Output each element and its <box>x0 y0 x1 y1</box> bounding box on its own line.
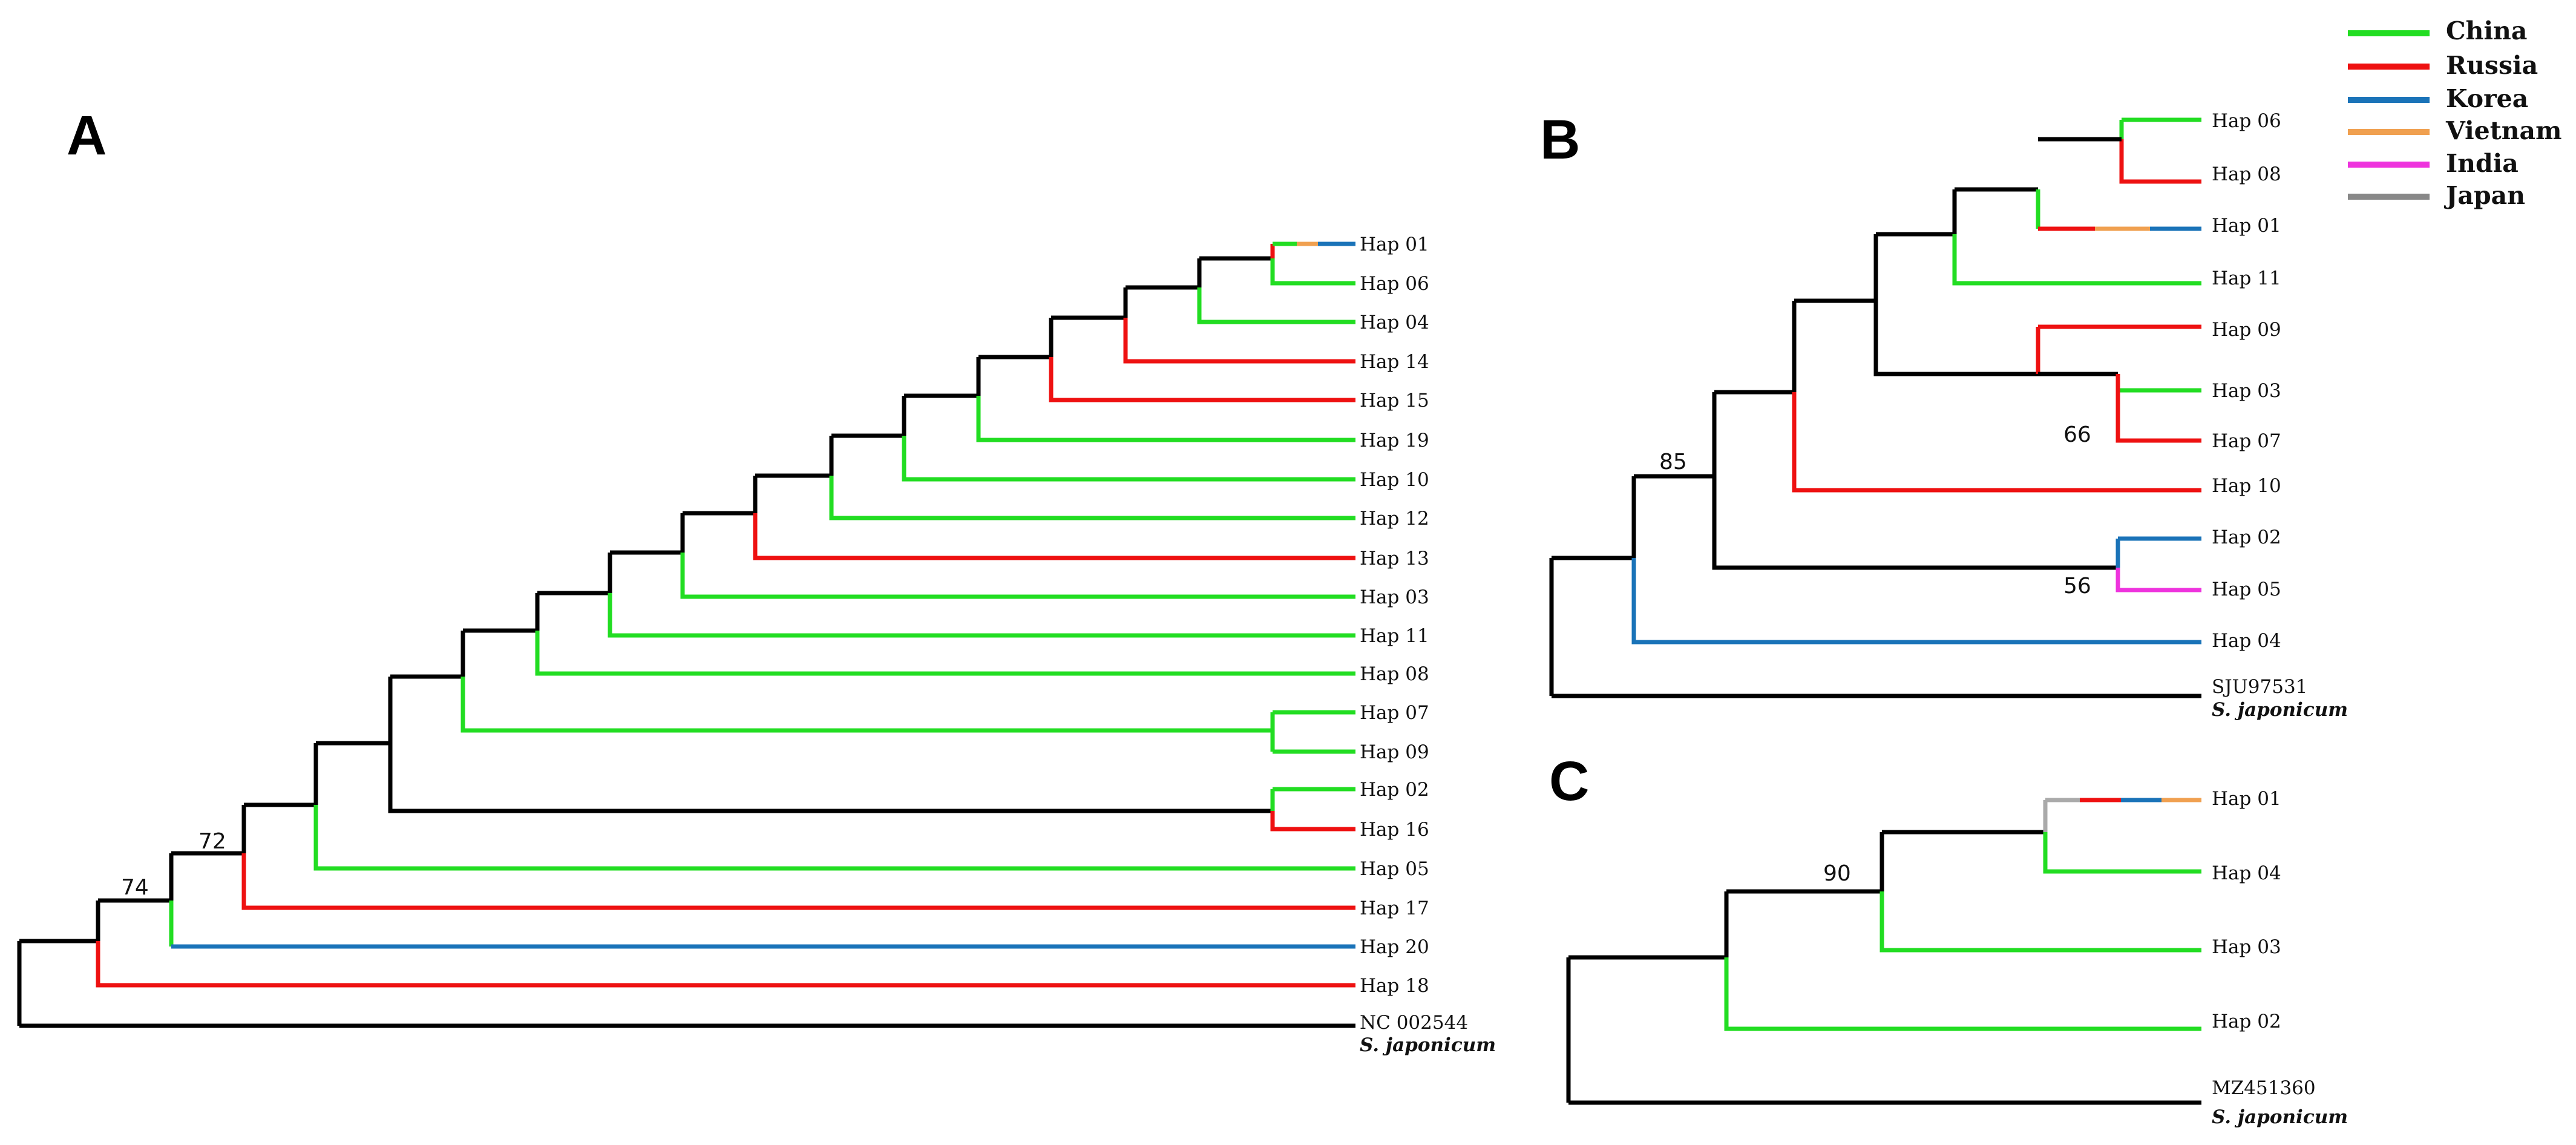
branch-a-hap05 <box>313 805 1355 871</box>
support-value: 56 <box>2063 574 2091 599</box>
panel-letter-a: A <box>67 105 107 166</box>
outgroup-species: S. japonicum <box>2212 699 2348 721</box>
legend-label-vietnam: Vietnam <box>2445 116 2561 145</box>
branch-b-hap02 <box>2116 536 2201 568</box>
branch-b-hap09 <box>2036 324 2201 374</box>
outgroup-species: S. japonicum <box>1360 1034 1496 1056</box>
tip-label: Hap 10 <box>1360 469 1429 491</box>
tip-label: Hap 05 <box>2212 579 2281 600</box>
branch-a-hap08 <box>535 631 1355 676</box>
branch-a-hap13 <box>753 513 1355 560</box>
tip-label: Hap 06 <box>2212 110 2281 132</box>
support-value: 90 <box>1823 861 1851 886</box>
branch-b-hap07 <box>2116 374 2201 443</box>
tip-label: Hap 14 <box>1360 351 1429 373</box>
tip-label: Hap 05 <box>1360 858 1429 880</box>
tree-b <box>1549 117 2201 698</box>
branch-b-hap04 <box>1631 558 2201 645</box>
tip-label: Hap 06 <box>1360 273 1429 295</box>
tree-a-backbone <box>17 256 1355 1028</box>
branch-a-hap10 <box>902 436 1355 482</box>
branch-a-hap16 <box>1270 811 1355 832</box>
tip-label: Hap 09 <box>2212 319 2281 341</box>
branch-a-hap04 <box>1197 287 1355 324</box>
support-value: 72 <box>198 829 226 854</box>
branch-a-hap06-stem <box>1270 258 1355 286</box>
branch-c-hap04 <box>2043 832 2201 874</box>
support-value: 66 <box>2063 422 2091 447</box>
branch-b-hap11 <box>1952 234 2201 286</box>
tip-label: Hap 02 <box>2212 1011 2281 1032</box>
branch-a-hap12 <box>829 476 1355 520</box>
tip-label: Hap 10 <box>2212 475 2281 497</box>
tree-b-labels: Hap 06 Hap 08 Hap 01 Hap 11 Hap 09 Hap 0… <box>1659 110 2348 721</box>
tree-a-labels: Hap 01 Hap 06 Hap 04 Hap 14 Hap 15 Hap 1… <box>121 234 1496 1056</box>
branch-a-hap18 <box>96 941 1355 988</box>
branch-a-hap14 <box>1123 318 1355 364</box>
panel-letter-c: C <box>1549 750 1589 812</box>
branch-a-hap02 <box>1270 787 1355 811</box>
tree-c-labels: Hap 01 Hap 04 Hap 03 Hap 02 MZ451360 S. … <box>1823 788 2348 1128</box>
legend-label-india: India <box>2446 149 2519 178</box>
tip-label: Hap 03 <box>1360 586 1429 608</box>
branch-b-hap08 <box>2119 139 2201 184</box>
outgroup-label: MZ451360 <box>2212 1077 2316 1099</box>
tip-label: Hap 18 <box>1360 975 1429 997</box>
branch-c-hap02 <box>1724 957 2201 1031</box>
tip-label: Hap 03 <box>2212 380 2281 402</box>
tip-label: Hap 01 <box>2212 215 2281 237</box>
branch-c-hap03 <box>1880 891 2201 953</box>
tip-label: Hap 04 <box>2212 862 2281 884</box>
tip-label: Hap 02 <box>1360 779 1429 801</box>
tip-label: Hap 09 <box>1360 741 1429 763</box>
tree-c-backbone <box>1566 830 2201 1105</box>
branch-b-hap06 <box>2119 117 2201 139</box>
tip-label: Hap 04 <box>1360 312 1429 333</box>
branch-a-hap17 <box>241 853 1355 910</box>
tip-label: Hap 13 <box>1360 548 1429 569</box>
outgroup-label: SJU97531 <box>2212 676 2307 698</box>
tip-label: Hap 19 <box>1360 430 1429 451</box>
support-value: 85 <box>1659 450 1687 474</box>
tip-label: Hap 04 <box>2212 630 2281 652</box>
tip-label: Hap 08 <box>2212 163 2281 185</box>
support-value: 74 <box>121 875 149 900</box>
tip-label: Hap 03 <box>2212 936 2281 958</box>
tip-label: Hap 15 <box>1360 390 1429 412</box>
tip-label: Hap 02 <box>2212 527 2281 548</box>
tree-b-backbone <box>1549 187 2201 698</box>
branch-a-hap15 <box>1049 357 1355 402</box>
branch-b-hap10 <box>1792 392 2201 493</box>
branch-a-hap11 <box>608 593 1355 638</box>
tip-label: Hap 17 <box>1360 897 1429 919</box>
tip-label: Hap 16 <box>1360 819 1429 841</box>
panel-letter-b: B <box>1540 109 1580 171</box>
outgroup-species: S. japonicum <box>2212 1106 2348 1128</box>
tip-label: Hap 08 <box>1360 663 1429 685</box>
tip-label: Hap 11 <box>1360 625 1429 647</box>
tip-label: Hap 01 <box>1360 234 1429 255</box>
legend-label-china: China <box>2446 16 2527 45</box>
tip-label: Hap 07 <box>1360 702 1429 724</box>
tree-c <box>1566 798 2201 1105</box>
branch-a-hap19 <box>976 396 1355 442</box>
branch-b-hap05 <box>2116 568 2201 592</box>
legend-label-korea: Korea <box>2446 84 2528 113</box>
legend-label-japan: Japan <box>2444 181 2525 210</box>
tip-label: Hap 12 <box>1360 508 1429 530</box>
branch-a-hap03 <box>680 553 1355 599</box>
outgroup-label: NC 002544 <box>1360 1012 1468 1034</box>
branch-a-hap07-09 <box>460 677 1355 754</box>
tip-label: Hap 07 <box>2212 430 2281 452</box>
tip-label: Hap 01 <box>2212 788 2281 810</box>
tree-a <box>17 241 1355 1028</box>
legend-label-russia: Russia <box>2446 51 2538 80</box>
tip-label: Hap 11 <box>2212 267 2281 289</box>
legend: China Russia Korea Vietnam India Japan <box>2348 16 2561 210</box>
tip-label: Hap 20 <box>1360 936 1429 958</box>
